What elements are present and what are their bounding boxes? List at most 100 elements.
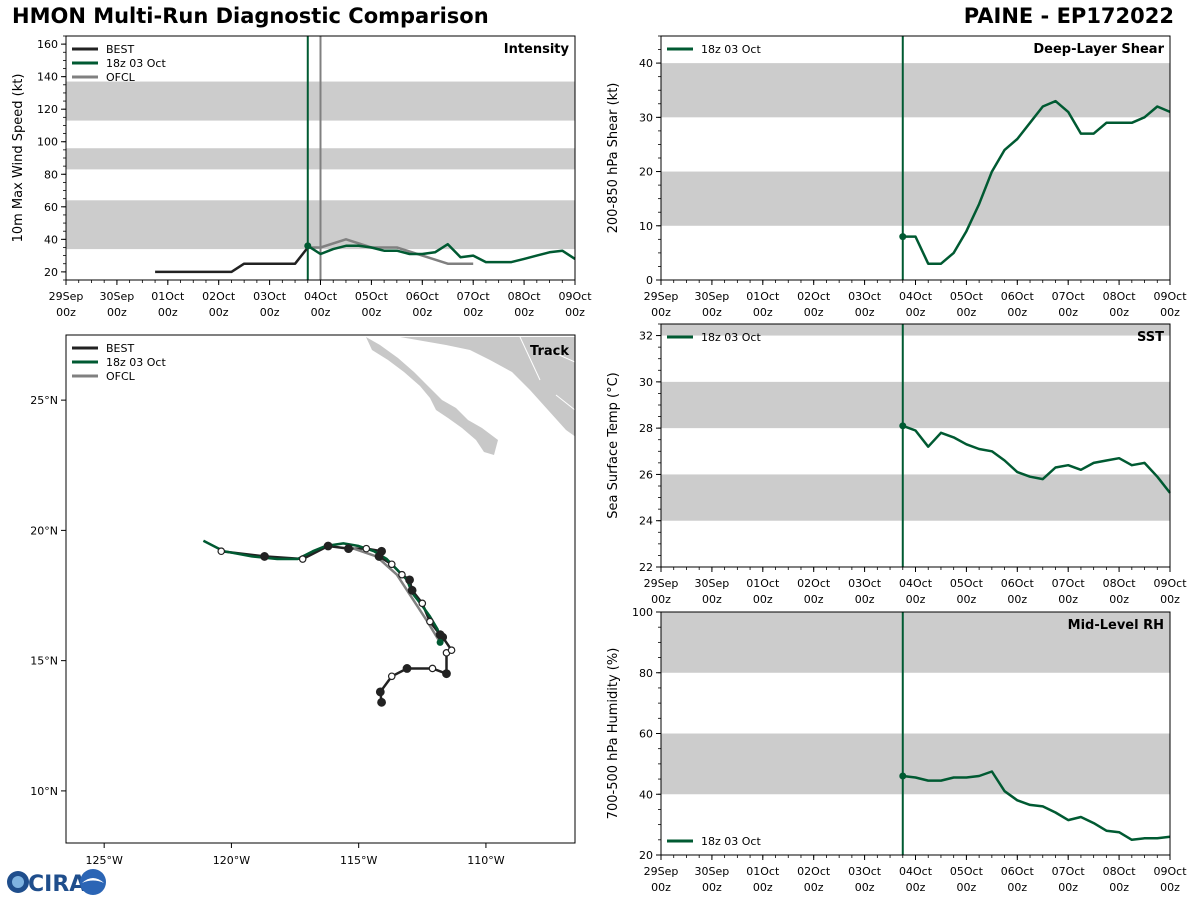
x-tick-label: 00z xyxy=(1058,306,1078,319)
plot-frame xyxy=(660,611,1171,856)
legend-label: 18z 03 Oct xyxy=(701,331,761,344)
x-tick-label: 00z xyxy=(957,306,977,319)
x-tick-label: 00z xyxy=(957,881,977,894)
best-track-point xyxy=(344,544,353,554)
x-tick-label: 01Oct xyxy=(746,290,780,303)
series-line-run xyxy=(902,770,1171,842)
panel-title: Deep-Layer Shear xyxy=(1033,42,1164,57)
y-tick-label: 30 xyxy=(639,376,653,389)
plot-frame xyxy=(65,35,576,281)
x-tick-label: 00z xyxy=(1007,881,1027,894)
y-tick-label: 28 xyxy=(639,422,653,435)
x-tick-label: 00z xyxy=(753,881,773,894)
x-tick-label: 04Oct xyxy=(899,577,933,590)
best-track-point xyxy=(426,617,434,626)
state-borders xyxy=(519,336,575,411)
y-tick-label: 20 xyxy=(639,849,653,862)
x-tick-label: 06Oct xyxy=(406,290,440,303)
y-tick-label: 120 xyxy=(37,103,58,116)
x-tick-label: 00z xyxy=(1007,593,1027,606)
best-track-point xyxy=(435,630,445,639)
init-point xyxy=(304,242,312,250)
x-tick-label: 00z xyxy=(311,306,331,319)
y-tick-label: 10 xyxy=(639,220,653,233)
best-track-point xyxy=(377,697,386,707)
best-track-point xyxy=(377,546,386,556)
x-tick-label: 09Oct xyxy=(1153,577,1187,590)
init-point xyxy=(899,233,907,241)
x-tick-label: 04Oct xyxy=(304,290,338,303)
x-tick-label: 30Sep xyxy=(100,290,135,303)
x-tick-label: 06Oct xyxy=(1001,290,1035,303)
x-tick-label: 00z xyxy=(463,306,483,319)
x-tick-label: 07Oct xyxy=(457,290,491,303)
x-tick-label: 125°W xyxy=(85,854,122,867)
rh-panel: 29Sep 00z 30Sep 00z 01Oct 00z 02Oct 00z 03Oct 00z… xyxy=(606,606,1187,894)
y-tick-label: 10°N xyxy=(30,785,58,798)
track-line-best xyxy=(221,544,453,703)
x-tick-label: 01Oct xyxy=(746,865,780,878)
x-tick-label: 05Oct xyxy=(355,290,389,303)
legend-label: OFCL xyxy=(106,370,136,383)
x-tick-label: 00z xyxy=(957,593,977,606)
legend-label: 18z 03 Oct xyxy=(106,57,166,70)
x-tick-label: 08Oct xyxy=(508,290,542,303)
best-track-point xyxy=(447,646,456,655)
x-tick-label: 09Oct xyxy=(558,290,592,303)
y-tick-label: 30 xyxy=(639,111,653,124)
x-tick-label: 00z xyxy=(753,593,773,606)
x-tick-label: 00z xyxy=(906,593,926,606)
y-tick-label: 100 xyxy=(37,136,58,149)
x-tick-label: 29Sep xyxy=(49,290,84,303)
x-tick-label: 00z xyxy=(412,306,432,319)
best-track-point xyxy=(402,664,412,673)
y-axis-label: Sea Surface Temp (°C) xyxy=(606,372,621,519)
best-track-point xyxy=(387,672,396,681)
best-track-point xyxy=(442,669,451,679)
x-tick-label: 05Oct xyxy=(950,865,984,878)
y-tick-label: 160 xyxy=(37,38,58,51)
y-tick-label: 60 xyxy=(44,201,58,214)
plot-frame xyxy=(660,35,1171,281)
x-tick-label: 00z xyxy=(651,881,671,894)
x-tick-label: 08Oct xyxy=(1103,865,1137,878)
y-tick-label: 0 xyxy=(646,274,653,287)
shaded-band xyxy=(661,171,1170,226)
best-track-point xyxy=(323,541,333,551)
x-tick-label: 01Oct xyxy=(151,290,185,303)
x-tick-label: 09Oct xyxy=(1153,865,1187,878)
y-tick-label: 25°N xyxy=(30,394,58,407)
y-tick-label: 80 xyxy=(639,667,653,680)
x-tick-label: 00z xyxy=(702,306,722,319)
x-tick-label: 04Oct xyxy=(899,865,933,878)
y-tick-label: 20 xyxy=(44,266,58,279)
panel-title: Mid-Level RH xyxy=(1068,618,1164,633)
x-tick-label: 00z xyxy=(1058,881,1078,894)
x-tick-label: 00z xyxy=(514,306,534,319)
x-tick-label: 00z xyxy=(855,881,875,894)
x-tick-label: 30Sep xyxy=(695,865,730,878)
x-tick-label: 00z xyxy=(1058,593,1078,606)
x-tick-label: 08Oct xyxy=(1103,577,1137,590)
x-tick-label: 00z xyxy=(1160,593,1180,606)
shaded-band xyxy=(661,381,1170,429)
best-track-point xyxy=(387,560,396,569)
y-axis-label: 700-500 hPa Humidity (%) xyxy=(606,648,621,820)
y-tick-label: 20°N xyxy=(30,524,58,537)
y-axis-label: 10m Max Wind Speed (kt) xyxy=(11,74,26,243)
series-line-run xyxy=(902,424,1171,494)
y-tick-label: 40 xyxy=(44,233,58,246)
x-tick-label: 00z xyxy=(906,881,926,894)
best-track-point xyxy=(217,547,226,556)
x-tick-label: 09Oct xyxy=(1153,290,1187,303)
x-tick-label: 00z xyxy=(855,593,875,606)
y-tick-label: 60 xyxy=(639,728,653,741)
best-track-point xyxy=(362,544,371,553)
legend-label: 18z 03 Oct xyxy=(701,835,761,848)
best-track-point xyxy=(428,664,437,673)
x-tick-label: 00z xyxy=(804,306,824,319)
x-tick-label: 00z xyxy=(1007,306,1027,319)
legend-label: BEST xyxy=(106,342,134,355)
x-tick-label: 29Sep xyxy=(644,865,679,878)
